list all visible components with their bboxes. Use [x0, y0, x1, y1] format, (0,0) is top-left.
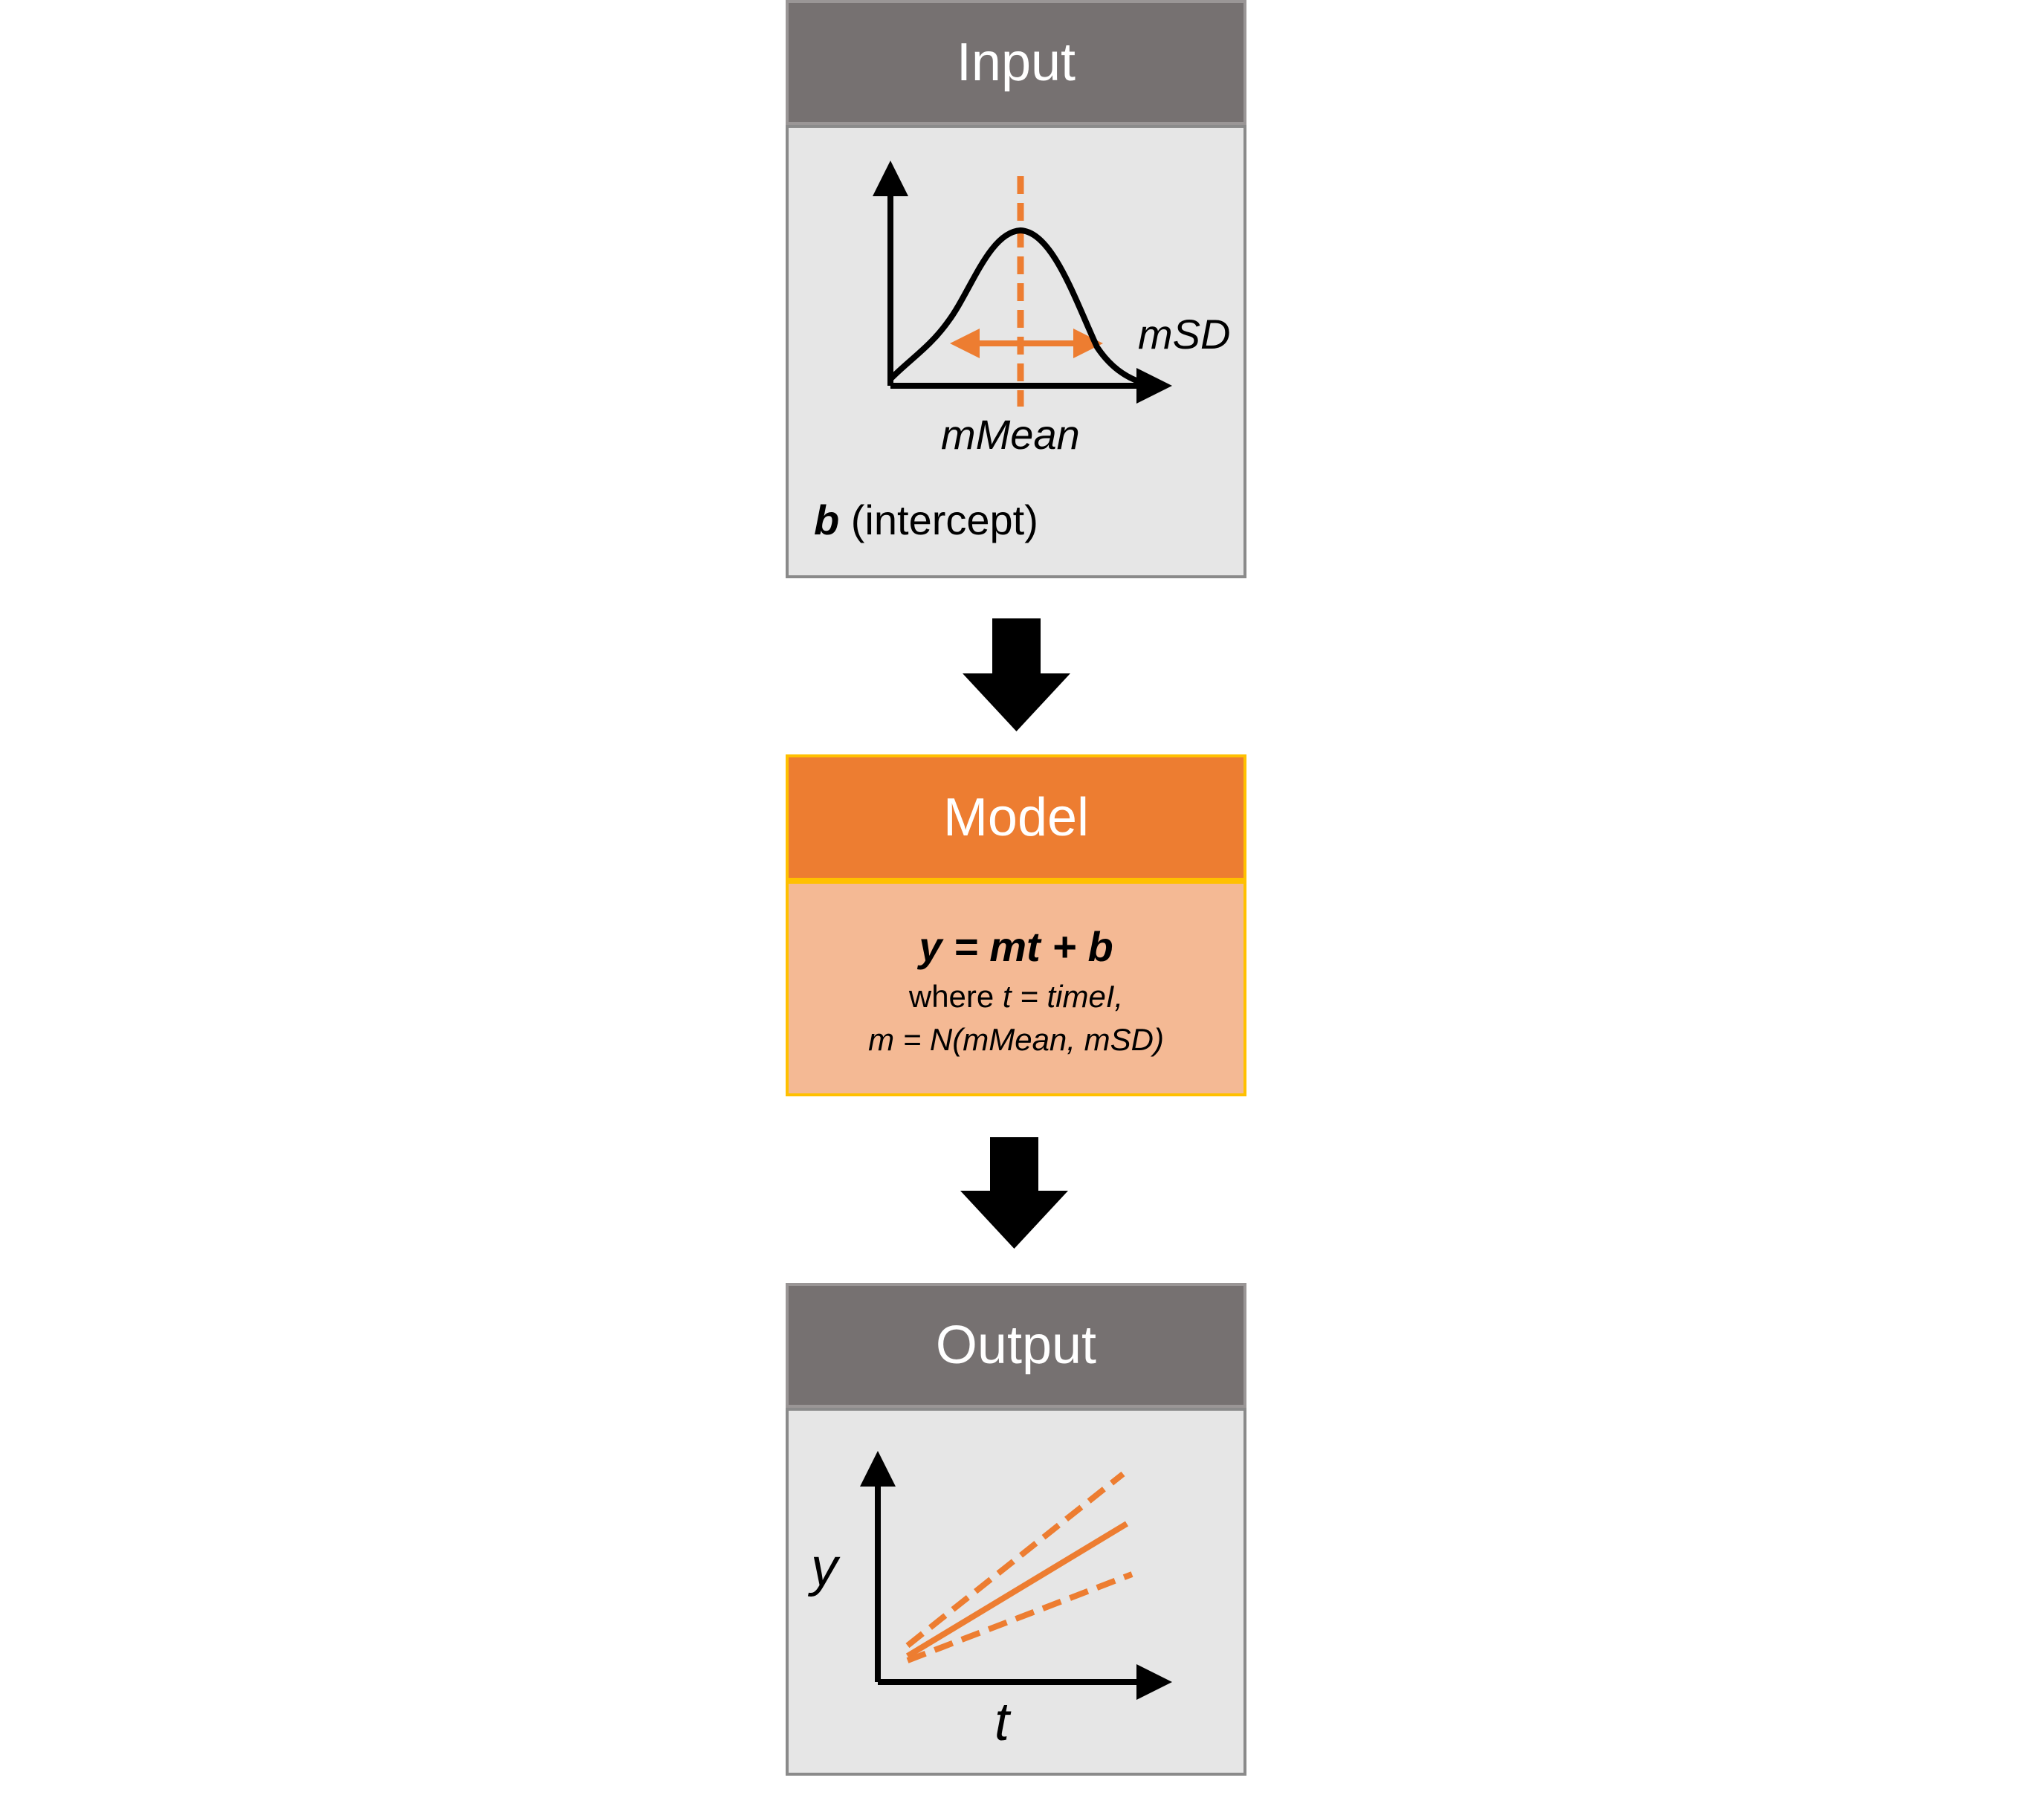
intercept-label: b (intercept)	[814, 496, 1038, 544]
output-title: Output	[935, 1316, 1097, 1375]
linear-output-diagram	[860, 1451, 1172, 1700]
model-header: Model	[786, 754, 1246, 881]
down-arrow-icon	[960, 1137, 1068, 1249]
mean-slope-line	[905, 1521, 1129, 1659]
intercept-text: (intercept)	[839, 497, 1038, 543]
model-where-line: where t = timeI,	[789, 979, 1243, 1015]
intercept-symbol: b	[814, 497, 840, 543]
where-prefix: where	[908, 979, 1003, 1014]
model-panel: y = mt + b where t = timeI, m = N(mMean,…	[786, 881, 1246, 1096]
down-arrow-icon	[963, 618, 1070, 731]
upper-line	[905, 1471, 1125, 1649]
input-header: Input	[786, 0, 1246, 125]
axis-y-label: y	[811, 1538, 838, 1597]
normal-distribution-diagram	[873, 161, 1172, 407]
output-header: Output	[786, 1283, 1246, 1408]
mmean-label: mMean	[941, 411, 1080, 458]
model-title: Model	[942, 788, 1090, 847]
model-m-line: m = N(mMean, mSD)	[868, 1022, 1164, 1057]
msd-label: mSD	[1138, 311, 1231, 358]
input-panel: mSD mMean b (intercept)	[786, 125, 1246, 578]
model-equation: y = mt + b	[919, 923, 1113, 970]
lower-line	[906, 1571, 1133, 1663]
axis-x-label: t	[994, 1692, 1010, 1752]
where-expr: t = timeI,	[1002, 979, 1124, 1014]
output-panel: y t	[786, 1408, 1246, 1776]
input-title: Input	[956, 33, 1076, 92]
bell-curve	[888, 227, 1150, 387]
